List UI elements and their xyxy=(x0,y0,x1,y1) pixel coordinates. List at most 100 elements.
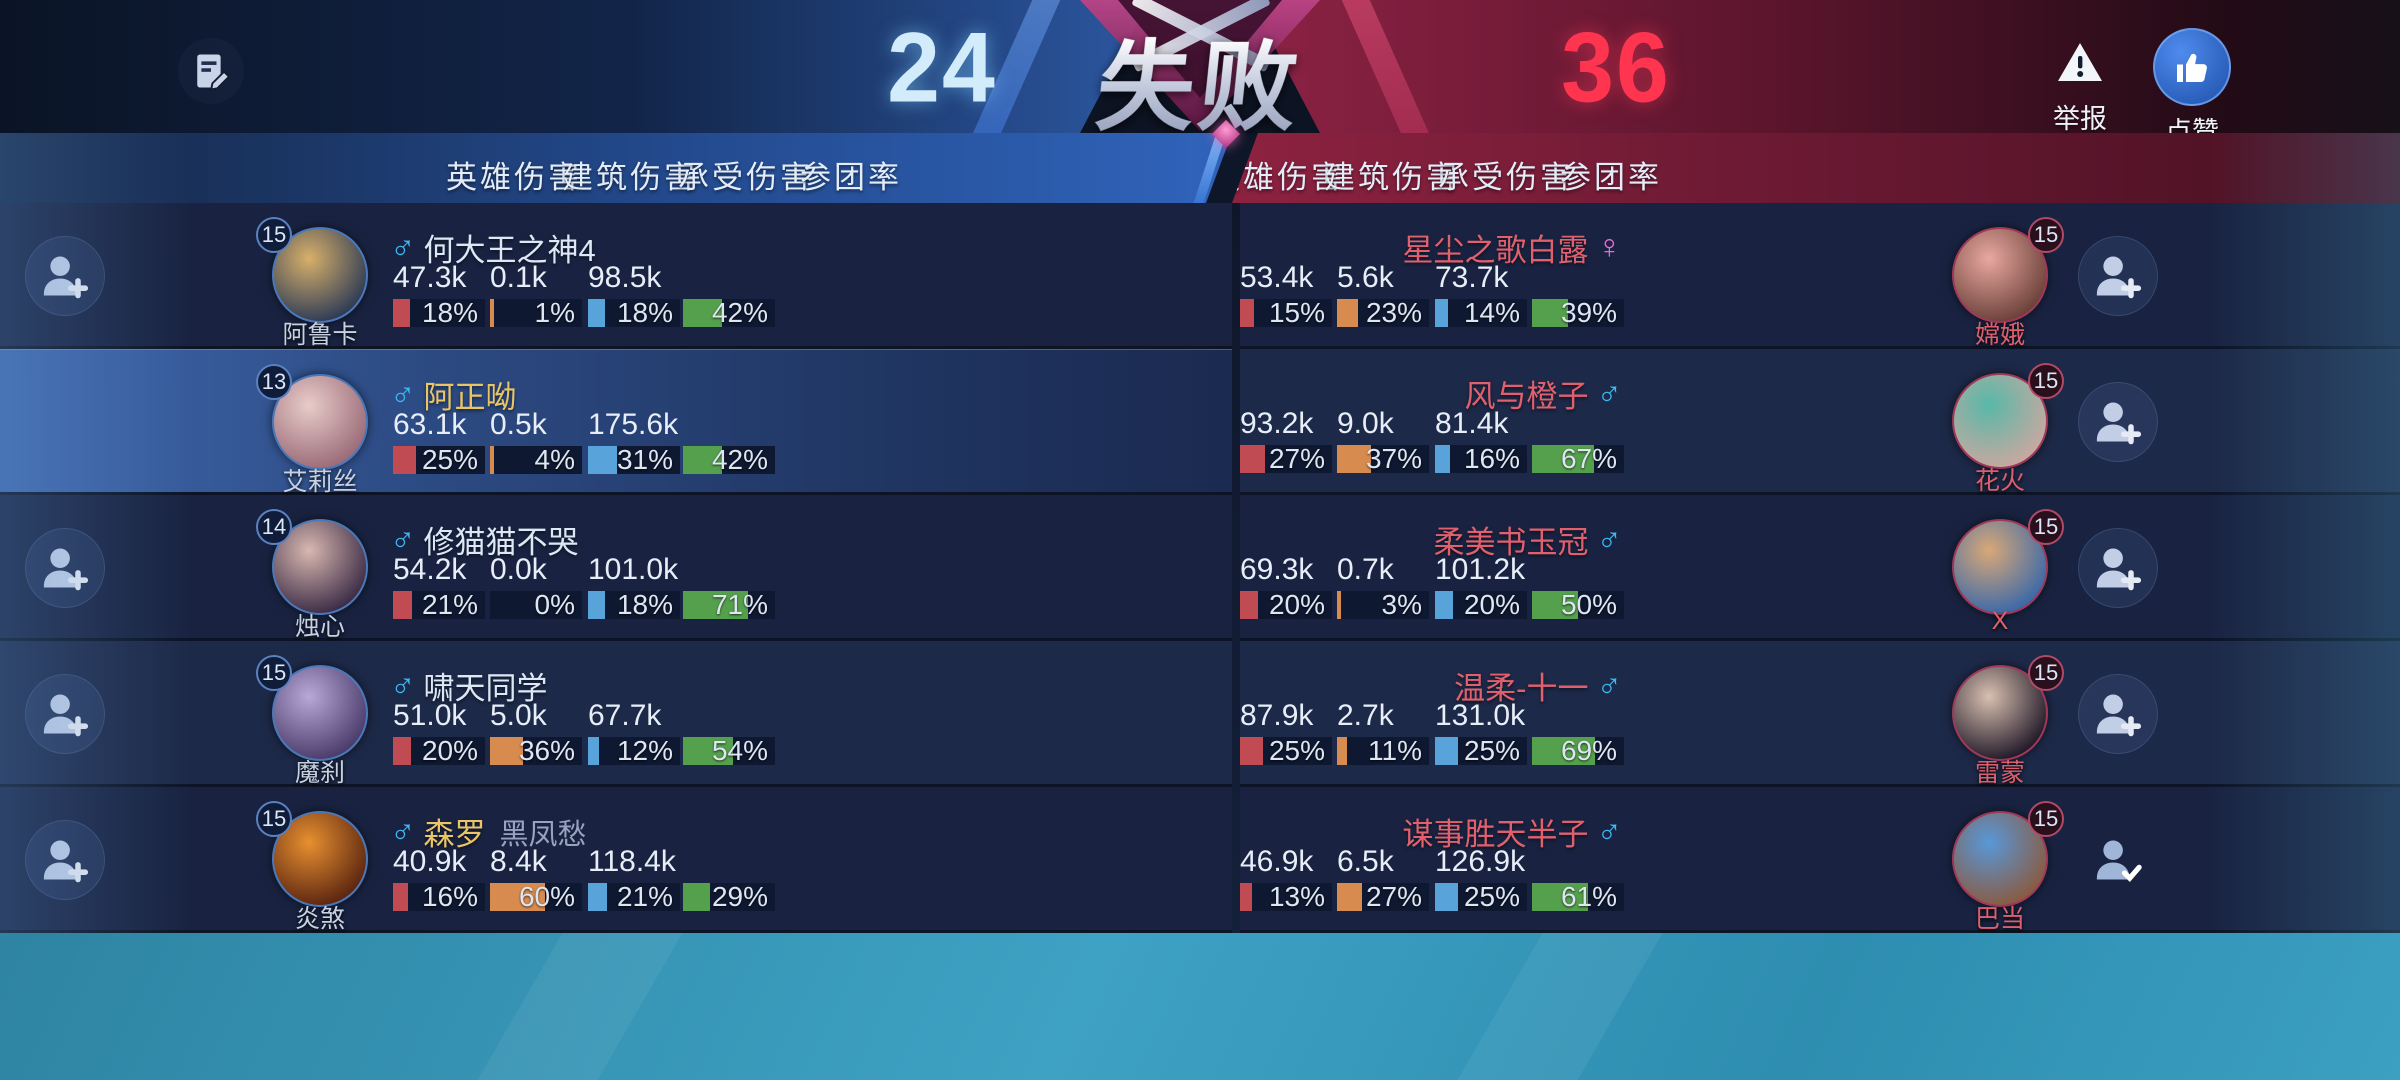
player-row[interactable]: 15 雷蒙 ♂ 温柔-十一 87.9k 25% 2.7k 11% 131.0k xyxy=(1240,641,2400,787)
stat-damage-taken: 175.6k 31% xyxy=(588,410,680,474)
friend-add-button[interactable] xyxy=(2078,382,2158,462)
stat-tower-damage: 2.7k 11% xyxy=(1337,701,1429,765)
friend-add-button[interactable] xyxy=(25,820,105,900)
report-button[interactable]: 举报 xyxy=(2038,40,2122,136)
stat-fill xyxy=(393,591,413,619)
stat-bar: 14% xyxy=(1435,299,1527,327)
gender-icon: ♂ xyxy=(1596,374,1623,412)
stat-percent: 54% xyxy=(711,735,768,766)
stat-fill xyxy=(1435,883,1458,911)
footer-streak xyxy=(1457,933,1663,1080)
stat-fill xyxy=(393,737,412,765)
player-row[interactable]: 15 炎煞 ♂ 森罗 黑凤愁 40.9k 16% 8.4k 60% 118.4k xyxy=(0,787,1232,933)
hero-level: 15 xyxy=(2033,222,2059,247)
stat-bar: 18% xyxy=(588,591,680,619)
stat-fill xyxy=(683,299,722,327)
stat-value: 175.6k xyxy=(588,408,679,441)
person-add-icon xyxy=(43,256,89,299)
player-name: 修猫猫不哭 xyxy=(423,525,579,560)
hero-avatar[interactable]: 13 xyxy=(256,364,368,470)
friend-add-button[interactable] xyxy=(2078,528,2158,608)
player-name-line: ♂ 啸天同学 xyxy=(390,663,548,708)
stat-fill xyxy=(490,299,494,327)
like-button[interactable]: 点赞 xyxy=(2146,28,2238,149)
stat-tower-damage: 0.5k 4% xyxy=(490,410,582,474)
hero-level: 15 xyxy=(2033,660,2059,685)
player-name: 谋事胜天半子 xyxy=(1402,817,1589,852)
player-row[interactable]: 14 烛心 ♂ 修猫猫不哭 54.2k 21% 0.0k 0% 101.0k xyxy=(0,495,1232,641)
stat-participation: 39% xyxy=(1532,263,1624,327)
hero-name: 花火 xyxy=(1974,467,2025,495)
hero-avatar[interactable]: 15 xyxy=(1952,655,2064,761)
stat-fill xyxy=(588,883,608,911)
stat-fill xyxy=(1337,591,1341,619)
stat-fill xyxy=(1240,591,1259,619)
stat-fill xyxy=(490,883,546,911)
stat-tower-damage: 6.5k 27% xyxy=(1337,847,1429,911)
stat-bar: 67% xyxy=(1532,445,1624,473)
hero-avatar[interactable]: 15 xyxy=(1952,509,2064,615)
friend-add-button[interactable] xyxy=(25,528,105,608)
stat-value: 0.5k xyxy=(490,408,547,441)
hero-avatar[interactable]: 14 xyxy=(256,509,368,615)
stat-bar: 61% xyxy=(1532,883,1624,911)
stat-fill xyxy=(1435,445,1450,473)
hero-level: 15 xyxy=(261,222,287,247)
hero-avatar[interactable]: 15 xyxy=(1952,363,2064,469)
friend-add-button[interactable] xyxy=(2086,828,2150,892)
gender-icon: ♂ xyxy=(390,228,416,266)
hero-avatar[interactable]: 15 xyxy=(256,655,368,761)
player-name-suffix: 黑凤愁 xyxy=(499,818,587,851)
stat-damage-taken: 131.0k 25% xyxy=(1435,701,1527,765)
stat-percent: 21% xyxy=(616,881,673,912)
thumbs-up-icon xyxy=(2153,28,2231,106)
stat-hero-damage: 54.2k 21% xyxy=(393,555,485,619)
player-row[interactable]: 13 艾莉丝 ♂ 阿正呦 63.1k 25% 0.5k 4% 175.6k xyxy=(0,349,1232,496)
player-name-line: ♂ 温柔-十一 xyxy=(1454,663,1622,708)
hero-name: 魔刹 xyxy=(294,759,345,787)
stat-damage-taken: 67.7k 12% xyxy=(588,701,680,765)
friend-add-button[interactable] xyxy=(2078,674,2158,754)
level-badge: 15 xyxy=(256,801,292,837)
hero-avatar[interactable]: 15 xyxy=(1952,801,2064,907)
stat-bar: 60% xyxy=(490,883,582,911)
hero-level: 15 xyxy=(2033,806,2059,831)
player-row[interactable]: 15 花火 ♂ 风与橙子 93.2k 27% 9.0k 37% 81.4k xyxy=(1240,349,2400,495)
player-name-line: ♂ 谋事胜天半子 xyxy=(1403,809,1623,854)
stat-bar: 11% xyxy=(1337,737,1429,765)
hero-avatar[interactable]: 15 xyxy=(256,217,368,323)
friend-add-button[interactable] xyxy=(2078,236,2158,316)
player-row[interactable]: 15 阿鲁卡 ♂ 何大王之神4 47.3k 18% 0.1k 1% 98.5k xyxy=(0,203,1232,349)
level-badge: 13 xyxy=(256,364,292,400)
stat-value: 47.3k xyxy=(393,261,467,294)
hero-avatar[interactable]: 15 xyxy=(256,801,368,907)
player-row[interactable]: 15 魔刹 ♂ 啸天同学 51.0k 20% 5.0k 36% 67.7k xyxy=(0,641,1232,787)
stat-percent: 61% xyxy=(1560,881,1617,912)
hero-avatar[interactable]: 15 xyxy=(1952,217,2064,323)
stat-bar: 16% xyxy=(393,883,485,911)
player-row[interactable]: 15 X ♂ 柔美书玉冠 69.3k 20% 0.7k 3% 101.2k xyxy=(1240,495,2400,641)
battle-report-note-button[interactable] xyxy=(178,38,244,104)
right-team-score: 36 xyxy=(1561,12,1671,124)
stat-value: 5.0k xyxy=(490,699,547,732)
friend-add-button[interactable] xyxy=(25,674,105,754)
gender-icon: ♂ xyxy=(390,520,416,558)
person-check-icon xyxy=(2096,840,2142,883)
stat-bar: 13% xyxy=(1240,883,1332,911)
stat-damage-taken: 101.2k 20% xyxy=(1435,555,1527,619)
stat-fill xyxy=(683,446,722,474)
hero-name: 巴当 xyxy=(1974,905,2025,933)
player-row[interactable]: 15 嫦娥 ♀ 星尘之歌白露 53.4k 15% 5.6k 23% 73.7k xyxy=(1240,203,2400,349)
stat-fill xyxy=(490,446,494,474)
player-row[interactable]: 15 巴当 ♂ 谋事胜天半子 46.9k 13% 6.5k 27% 126.9k xyxy=(1240,787,2400,933)
stat-value xyxy=(683,555,775,589)
stat-percent: 12% xyxy=(616,735,673,766)
friend-add-button[interactable] xyxy=(25,236,105,316)
stat-value: 6.5k xyxy=(1337,845,1394,878)
column-label: 建筑伤害 xyxy=(1324,160,1460,195)
stat-participation: 29% xyxy=(683,847,775,911)
hero-name: 嫦娥 xyxy=(1974,321,2025,349)
stat-fill xyxy=(1532,737,1596,765)
stat-tower-damage: 0.7k 3% xyxy=(1337,555,1429,619)
stat-value: 40.9k xyxy=(393,845,467,878)
